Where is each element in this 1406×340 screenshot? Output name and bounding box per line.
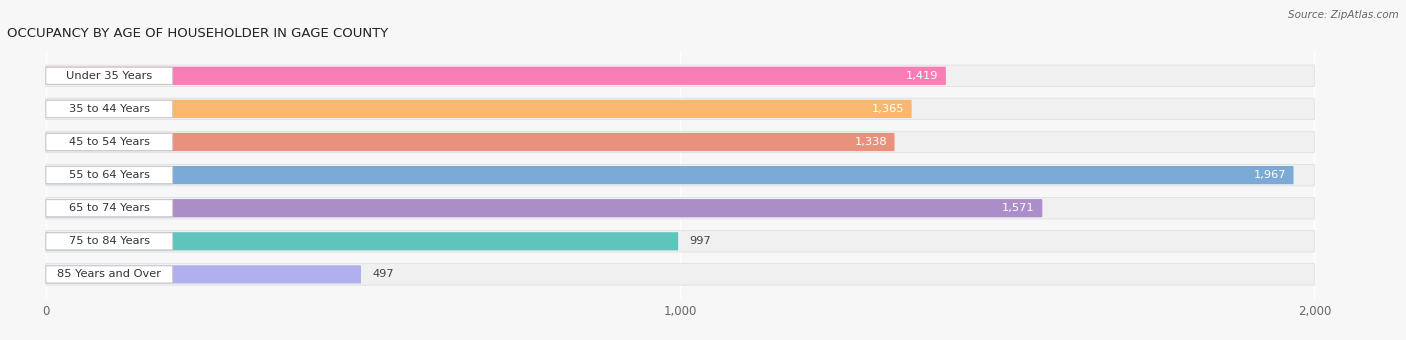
Text: 497: 497 <box>373 269 394 279</box>
Text: Under 35 Years: Under 35 Years <box>66 71 152 81</box>
FancyBboxPatch shape <box>46 266 173 283</box>
Text: 45 to 54 Years: 45 to 54 Years <box>69 137 149 147</box>
FancyBboxPatch shape <box>46 167 173 184</box>
Text: 1,365: 1,365 <box>872 104 904 114</box>
FancyBboxPatch shape <box>46 164 1315 186</box>
FancyBboxPatch shape <box>46 198 1315 219</box>
FancyBboxPatch shape <box>46 65 1315 87</box>
Text: OCCUPANCY BY AGE OF HOUSEHOLDER IN GAGE COUNTY: OCCUPANCY BY AGE OF HOUSEHOLDER IN GAGE … <box>7 27 388 40</box>
FancyBboxPatch shape <box>46 133 173 151</box>
Text: 65 to 74 Years: 65 to 74 Years <box>69 203 149 213</box>
FancyBboxPatch shape <box>46 100 911 118</box>
FancyBboxPatch shape <box>46 67 946 85</box>
Text: 1,967: 1,967 <box>1253 170 1286 180</box>
FancyBboxPatch shape <box>46 98 1315 120</box>
Text: 85 Years and Over: 85 Years and Over <box>58 269 162 279</box>
FancyBboxPatch shape <box>46 133 894 151</box>
FancyBboxPatch shape <box>46 231 1315 252</box>
FancyBboxPatch shape <box>46 67 173 84</box>
Text: 75 to 84 Years: 75 to 84 Years <box>69 236 150 246</box>
FancyBboxPatch shape <box>46 265 361 284</box>
FancyBboxPatch shape <box>46 233 173 250</box>
Text: 1,419: 1,419 <box>905 71 938 81</box>
FancyBboxPatch shape <box>46 100 173 118</box>
Text: 997: 997 <box>689 236 711 246</box>
Text: Source: ZipAtlas.com: Source: ZipAtlas.com <box>1288 10 1399 20</box>
Text: 1,571: 1,571 <box>1002 203 1035 213</box>
FancyBboxPatch shape <box>46 200 173 217</box>
Text: 55 to 64 Years: 55 to 64 Years <box>69 170 149 180</box>
FancyBboxPatch shape <box>46 166 1294 184</box>
FancyBboxPatch shape <box>46 199 1042 217</box>
FancyBboxPatch shape <box>46 264 1315 285</box>
FancyBboxPatch shape <box>46 131 1315 153</box>
FancyBboxPatch shape <box>46 232 678 250</box>
Text: 35 to 44 Years: 35 to 44 Years <box>69 104 149 114</box>
Text: 1,338: 1,338 <box>855 137 887 147</box>
